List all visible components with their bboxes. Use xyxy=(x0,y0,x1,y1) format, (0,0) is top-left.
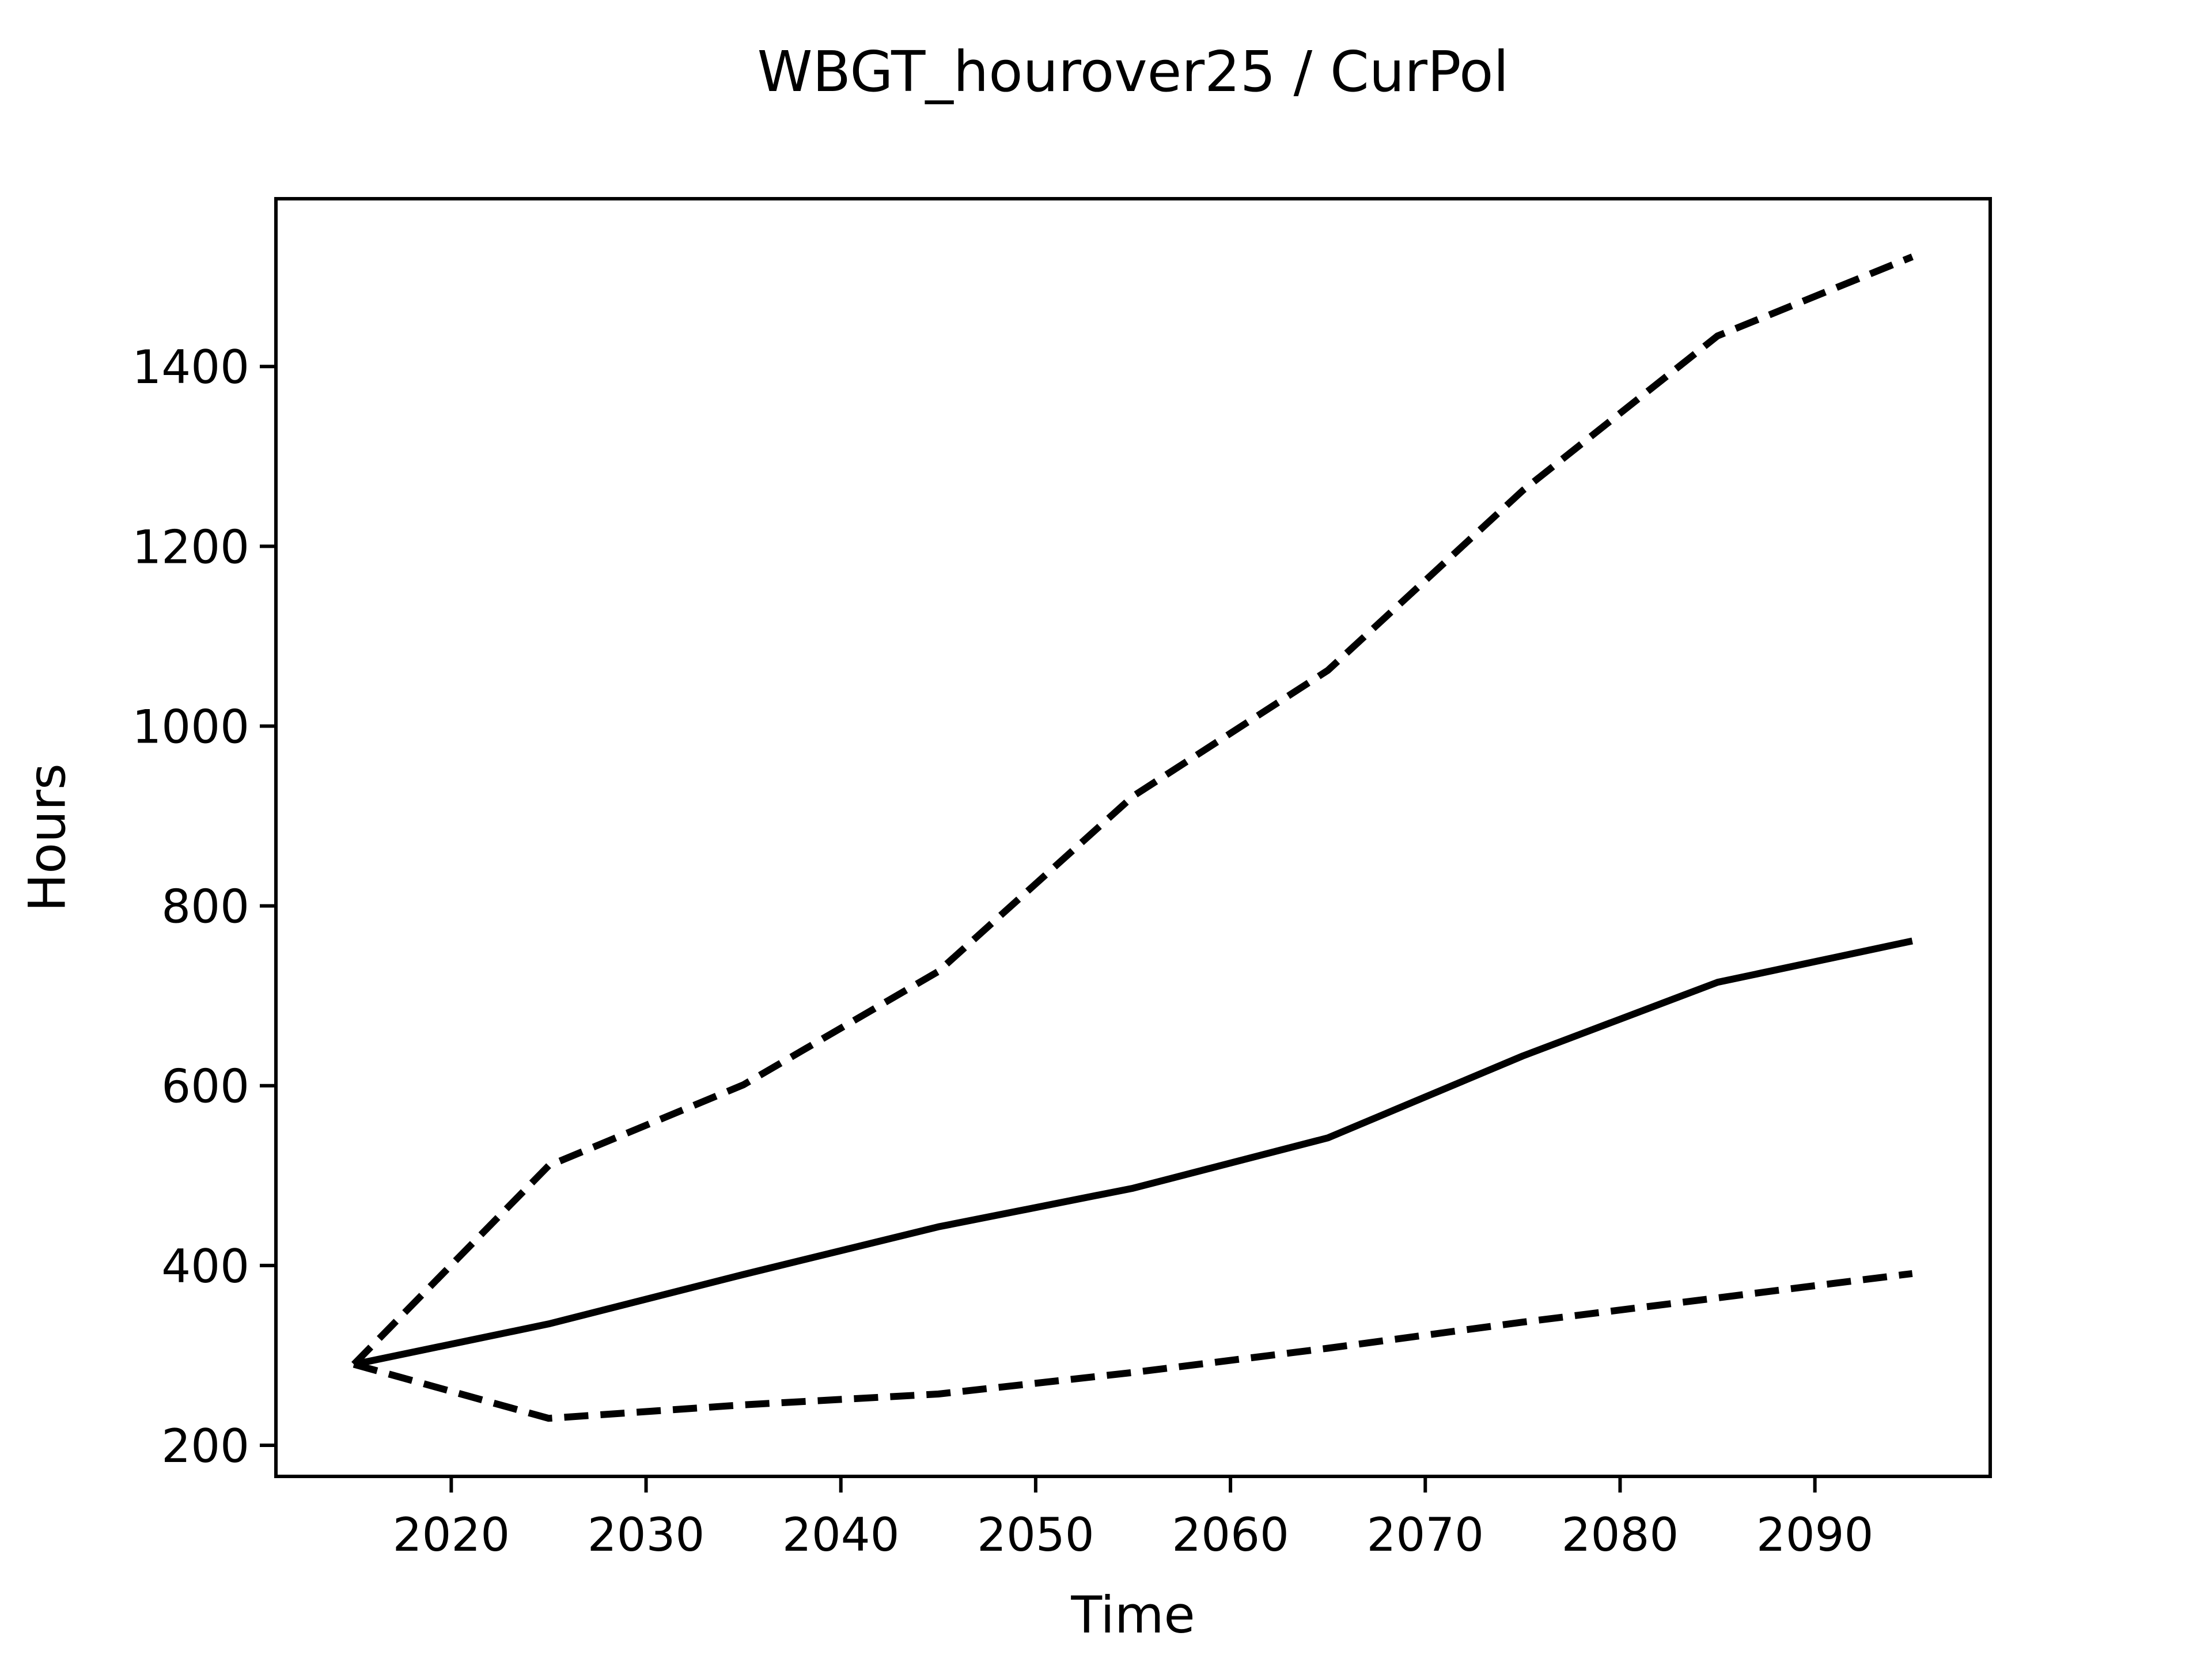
x-tick-label: 2040 xyxy=(782,1508,900,1562)
x-tick-label: 2030 xyxy=(588,1508,705,1562)
y-tick-label: 1400 xyxy=(132,340,249,394)
x-tick-label: 2080 xyxy=(1562,1508,1679,1562)
y-tick-label: 400 xyxy=(161,1240,249,1293)
x-tick-label: 2090 xyxy=(1756,1508,1874,1562)
chart-title: WBGT_hourover25 / CurPol xyxy=(757,39,1509,104)
y-tick-label: 600 xyxy=(161,1060,249,1113)
x-tick-label: 2020 xyxy=(393,1508,510,1562)
x-axis-label: Time xyxy=(1071,1585,1195,1645)
y-tick-label: 1200 xyxy=(132,520,249,574)
y-tick-label: 200 xyxy=(161,1419,249,1473)
x-tick-label: 2050 xyxy=(977,1508,1094,1562)
x-tick-label: 2070 xyxy=(1366,1508,1484,1562)
y-tick-label: 800 xyxy=(161,880,249,934)
series-lower-envelope-dashed-line xyxy=(353,1270,1913,1422)
x-tick-label: 2060 xyxy=(1172,1508,1289,1562)
series-central-solid-line xyxy=(353,937,1913,1368)
series-upper-envelope-dashed-line xyxy=(351,253,1914,1367)
y-tick-label: 1000 xyxy=(132,700,249,753)
axes-frame xyxy=(274,197,1992,1478)
